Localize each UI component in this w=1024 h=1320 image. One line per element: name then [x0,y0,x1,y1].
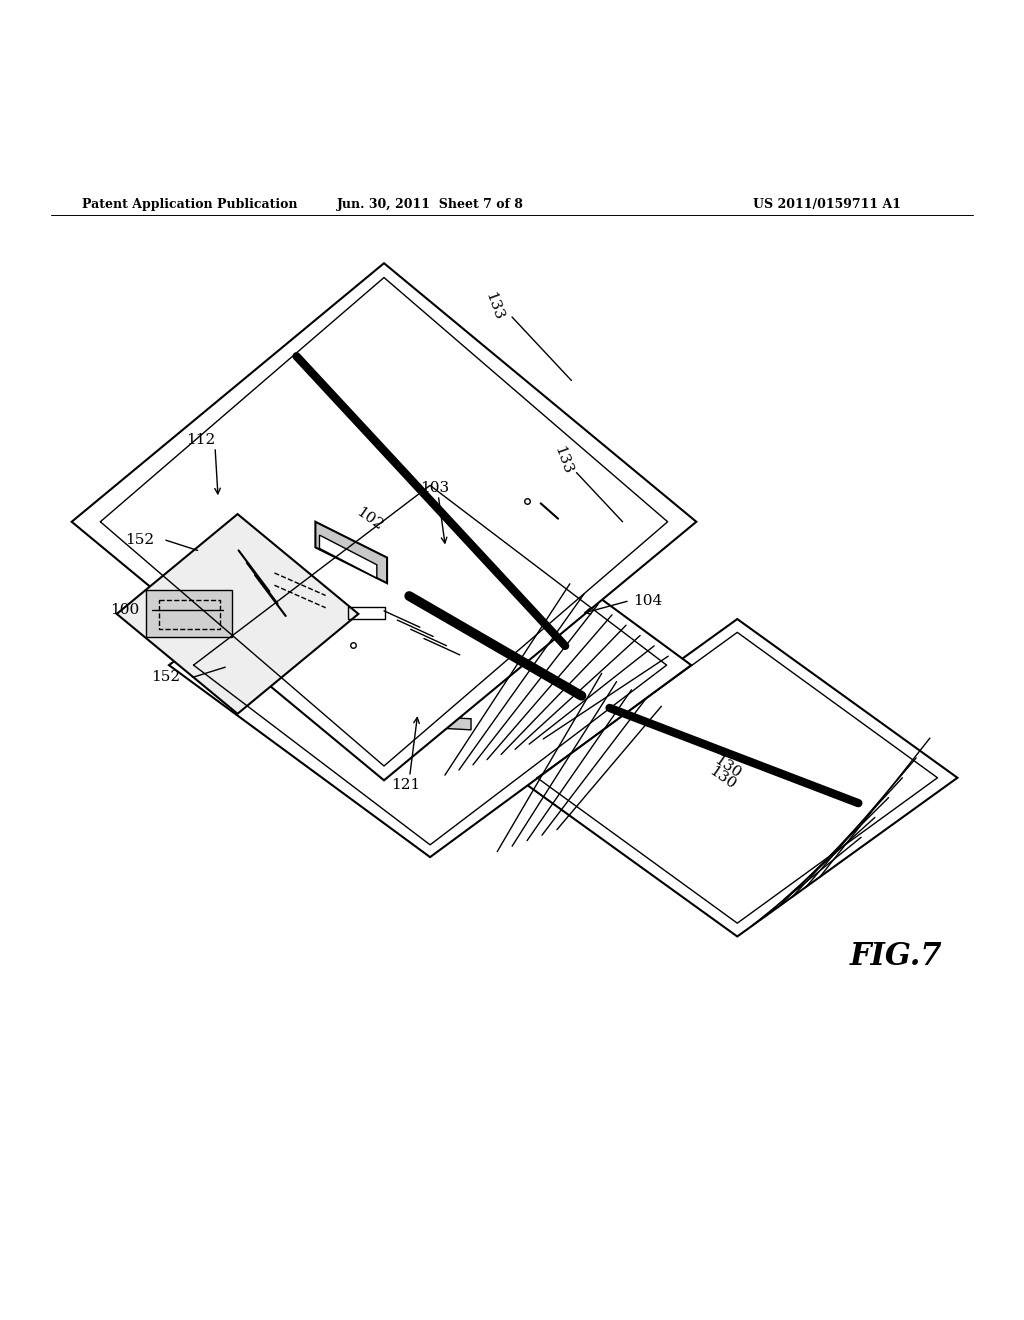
Polygon shape [457,656,492,668]
Text: 152: 152 [152,671,180,684]
Text: 121: 121 [391,777,421,792]
Polygon shape [364,594,435,649]
Text: 104: 104 [633,594,663,607]
Text: FIG.7: FIG.7 [850,941,942,973]
Text: US 2011/0159711 A1: US 2011/0159711 A1 [753,198,901,211]
Polygon shape [169,473,691,857]
Text: 130: 130 [706,764,738,792]
Polygon shape [447,643,482,655]
Text: 130: 130 [712,754,743,781]
Polygon shape [72,263,696,780]
Text: 133: 133 [482,290,505,322]
Polygon shape [418,690,453,704]
Polygon shape [427,704,462,717]
Text: 103: 103 [420,480,449,495]
Polygon shape [438,628,473,642]
Text: 102: 102 [353,504,385,533]
Polygon shape [517,619,957,936]
Polygon shape [436,717,471,730]
Text: 112: 112 [186,433,216,447]
Text: Patent Application Publication: Patent Application Publication [82,198,297,211]
Text: 152: 152 [125,533,154,548]
Polygon shape [117,513,358,714]
Polygon shape [315,521,387,583]
Text: 133: 133 [552,445,574,477]
Text: 100: 100 [111,603,140,616]
Text: Jun. 30, 2011  Sheet 7 of 8: Jun. 30, 2011 Sheet 7 of 8 [337,198,523,211]
Polygon shape [319,535,377,578]
Polygon shape [146,590,232,638]
